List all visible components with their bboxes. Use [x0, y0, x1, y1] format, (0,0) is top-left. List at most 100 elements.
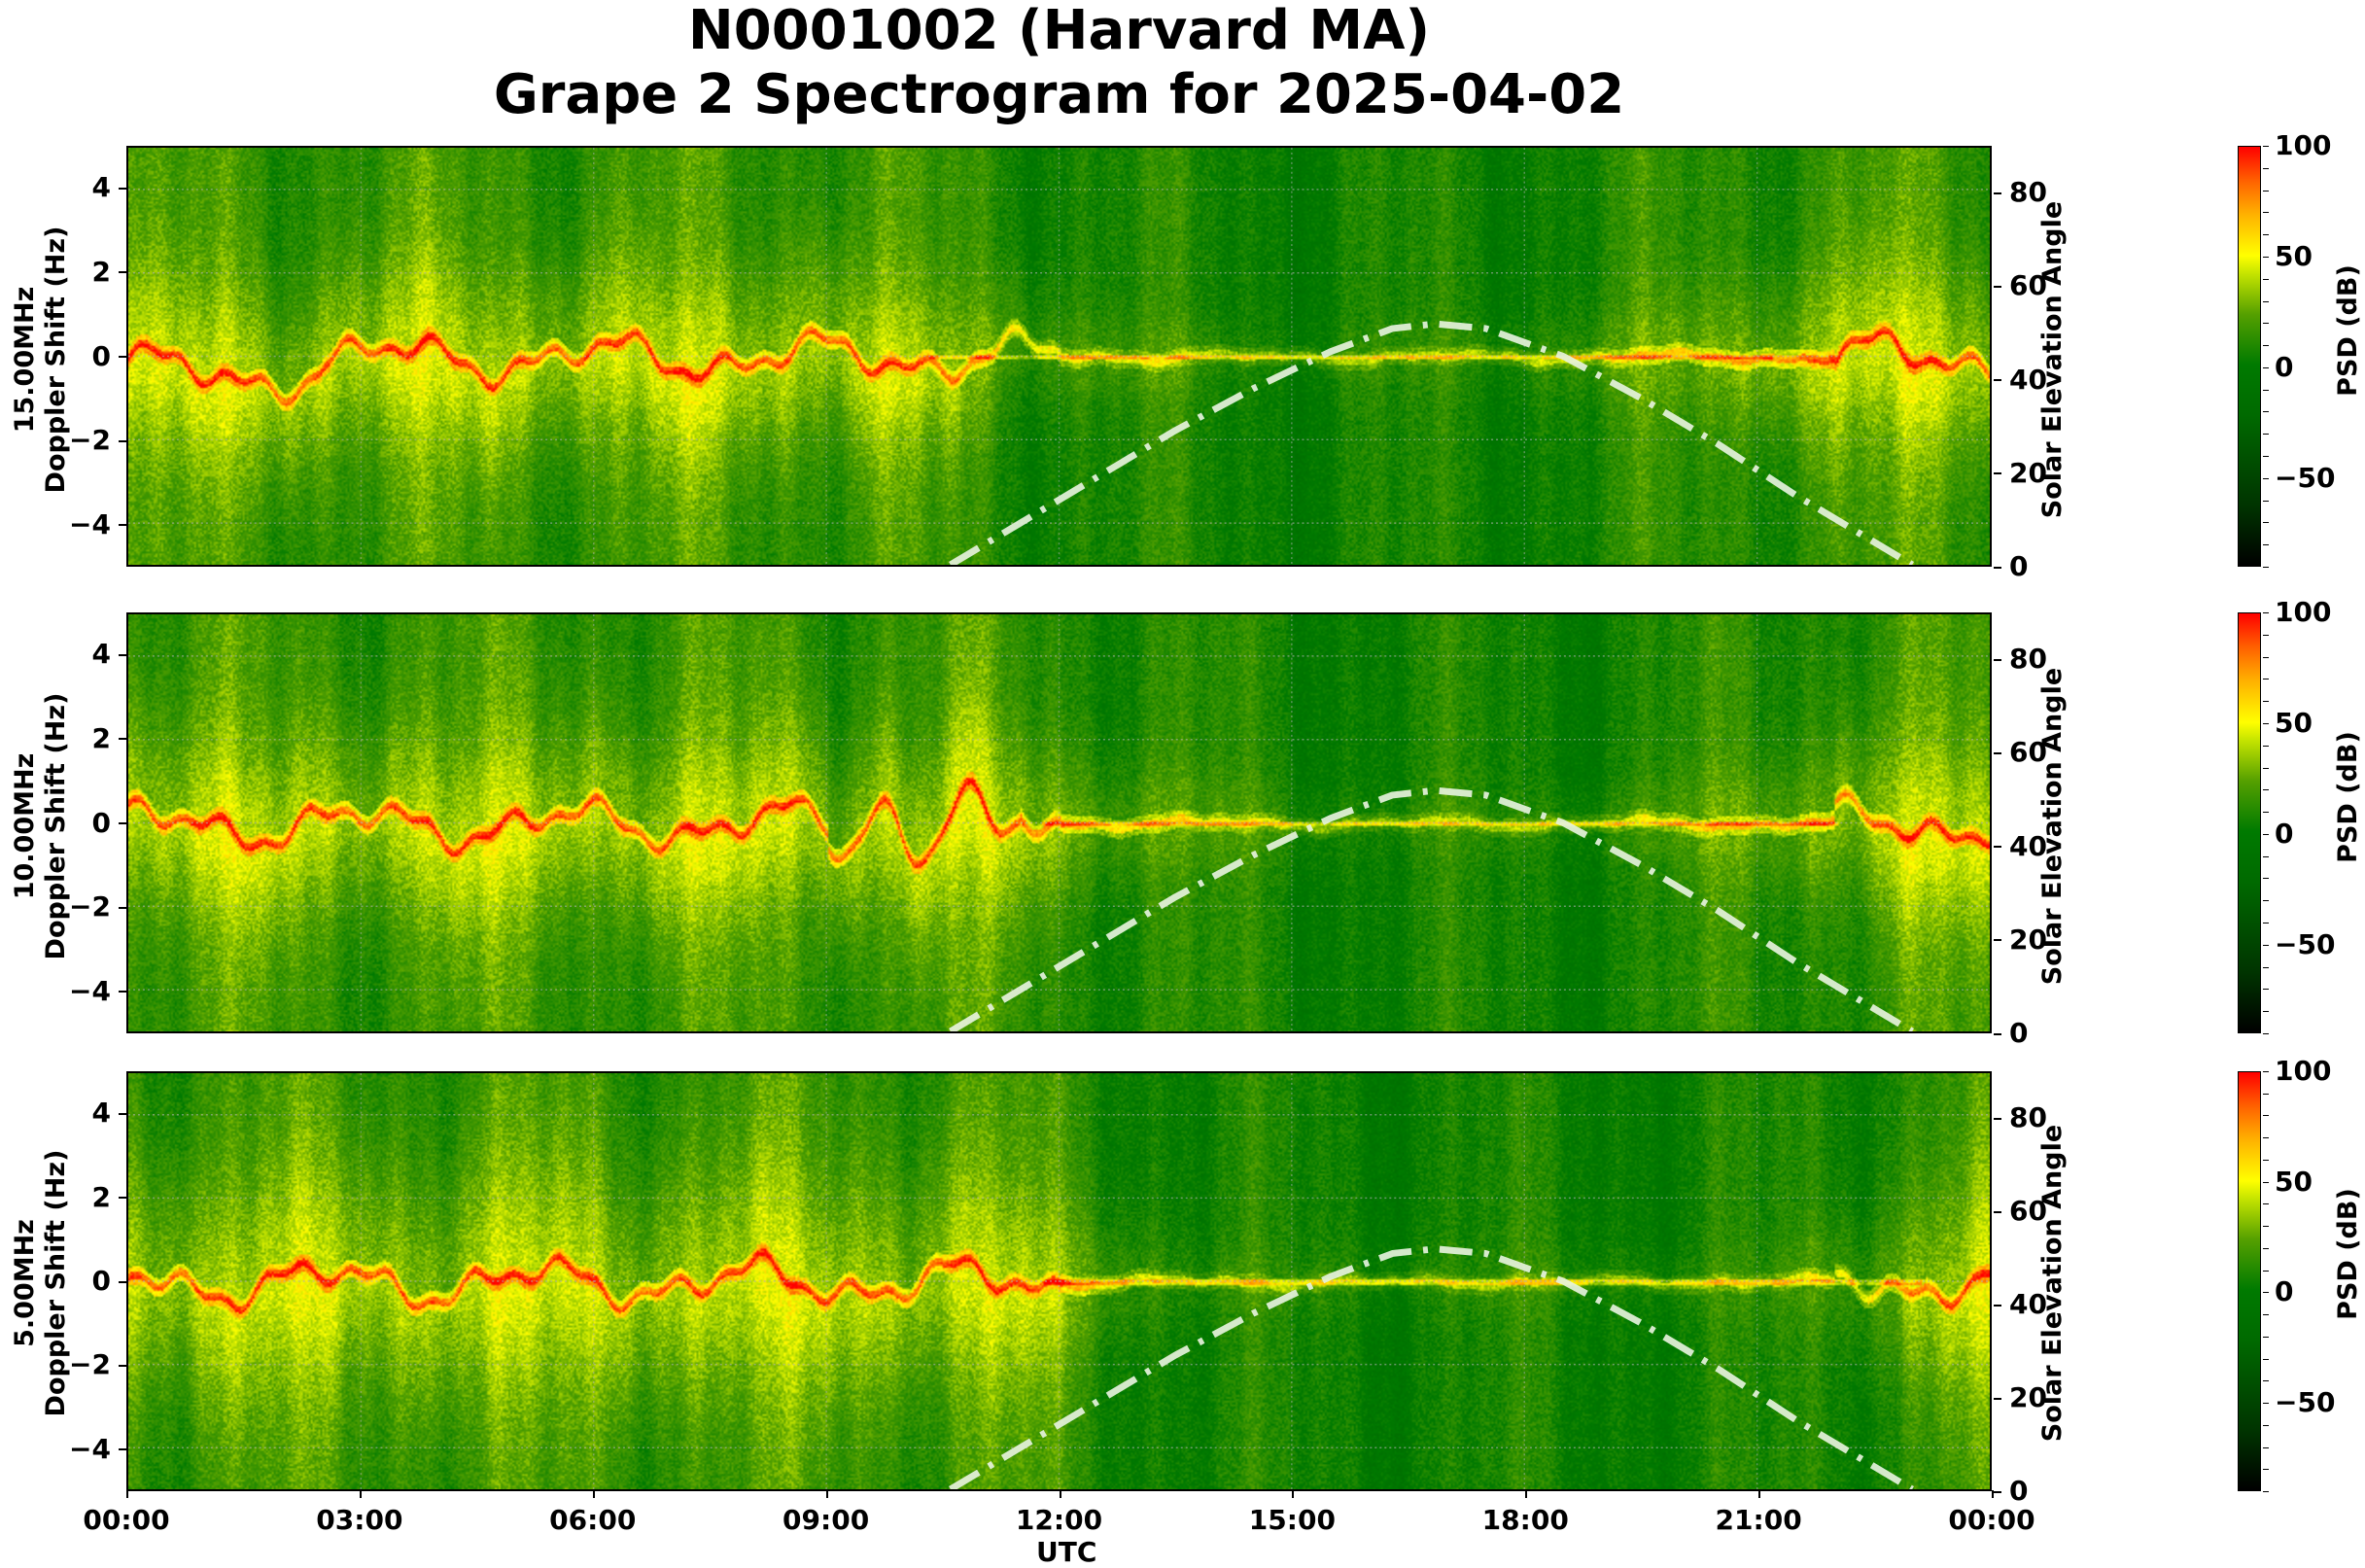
colorbar-minor-tick [2263, 634, 2269, 636]
colorbar-tick-label: 100 [2275, 596, 2332, 628]
y-tick-label: −4 [43, 1433, 126, 1465]
y-tick-label: 4 [43, 171, 126, 203]
colorbar-minor-tick [2263, 1446, 2269, 1448]
colorbar-minor-tick [2263, 944, 2269, 946]
x-tick-mark [592, 1490, 595, 1498]
y-tick-label: 4 [43, 1097, 126, 1129]
panel-10mhz [126, 612, 1992, 1033]
colorbar-minor-tick [2263, 477, 2269, 479]
y-tick-label: 2 [43, 722, 126, 754]
colorbar-minor-tick [2263, 1159, 2269, 1161]
panel-15mhz [126, 146, 1992, 567]
colorbar-minor-tick [2263, 1093, 2269, 1095]
colorbar-minor-tick [2263, 567, 2269, 568]
colorbar-10mhz [2238, 612, 2261, 1033]
colorbar-tick-label: 0 [2275, 350, 2294, 383]
colorbar-minor-tick [2263, 1270, 2269, 1272]
colorbar-15mhz [2238, 146, 2261, 567]
colorbar-minor-tick [2263, 300, 2269, 302]
colorbar-minor-tick [2263, 212, 2269, 214]
colorbar-minor-tick [2263, 701, 2269, 703]
colorbar-minor-tick [2263, 1226, 2269, 1228]
colorbar-minor-tick [2263, 1424, 2269, 1426]
y-tick-label: 0 [43, 807, 126, 839]
colorbar-tick-label: 50 [2275, 706, 2313, 739]
colorbar-minor-tick [2263, 544, 2269, 546]
y2-tick-label: 0 [1993, 550, 2029, 582]
colorbar-minor-tick [2263, 234, 2269, 236]
y-tick-label: 2 [43, 256, 126, 288]
colorbar-tick-label: 100 [2275, 129, 2332, 161]
y-tick-label: 0 [43, 340, 126, 372]
colorbar-minor-tick [2263, 434, 2269, 436]
colorbar-minor-tick [2263, 1491, 2269, 1492]
x-tick-mark [1525, 1490, 1528, 1498]
colorbar-tick-label: 50 [2275, 239, 2313, 272]
colorbar-minor-tick [2263, 1181, 2269, 1183]
colorbar-minor-tick [2263, 1247, 2269, 1249]
colorbar-minor-tick [2263, 1403, 2269, 1405]
colorbar-minor-tick [2263, 1033, 2269, 1034]
colorbar-tick-label: 50 [2275, 1165, 2313, 1198]
x-tick-label: 00:00 [1948, 1504, 2035, 1536]
y-tick-label: −2 [43, 890, 126, 923]
x-tick-label: 00:00 [83, 1504, 170, 1536]
colorbar-minor-tick [2263, 389, 2269, 391]
colorbar-minor-tick [2263, 1314, 2269, 1316]
x-tick-mark [825, 1490, 828, 1498]
colorbar-minor-tick [2263, 256, 2269, 258]
x-tick-label: 15:00 [1248, 1504, 1336, 1536]
colorbar-minor-tick [2263, 612, 2269, 613]
colorbar-minor-tick [2263, 989, 2269, 991]
colorbar-minor-tick [2263, 900, 2269, 902]
y2-tick-label: 80 [1994, 176, 2047, 209]
colorbar-minor-tick [2263, 812, 2269, 814]
spectrogram-plot-5mhz [126, 1071, 1992, 1491]
colorbar-minor-tick [2263, 167, 2269, 169]
colorbar-minor-tick [2263, 522, 2269, 524]
x-tick-mark [359, 1490, 362, 1498]
x-tick-label: 21:00 [1715, 1504, 1802, 1536]
y2-tick-label: 80 [1994, 643, 2047, 676]
colorbar-minor-tick [2263, 878, 2269, 880]
y-tick-label: 4 [43, 638, 126, 670]
colorbar-minor-tick [2263, 789, 2269, 791]
colorbar-minor-tick [2263, 500, 2269, 502]
colorbar-tick-label: −50 [2275, 1386, 2336, 1419]
colorbar-minor-tick [2263, 833, 2269, 835]
x-axis-label: UTC [1036, 1536, 1097, 1568]
colorbar-tick-label: −50 [2275, 461, 2336, 494]
y2-tick-label: 40 [1994, 1288, 2047, 1320]
solar-elevation-curve [128, 614, 1990, 1031]
x-tick-mark [1758, 1490, 1761, 1498]
x-tick-label: 09:00 [783, 1504, 870, 1536]
y-tick-label: −2 [43, 1348, 126, 1380]
colorbar-minor-tick [2263, 1336, 2269, 1338]
colorbar-minor-tick [2263, 323, 2269, 325]
colorbar-minor-tick [2263, 345, 2269, 347]
y2-tick-label: 80 [1994, 1101, 2047, 1133]
x-tick-mark [126, 1490, 128, 1498]
y-tick-label: 2 [43, 1181, 126, 1213]
colorbar-label-10mhz: PSD (dB) [2333, 731, 2363, 863]
colorbar-minor-tick [2263, 745, 2269, 747]
colorbar-minor-tick [2263, 656, 2269, 658]
colorbar-minor-tick [2263, 190, 2269, 192]
y-tick-label: −4 [43, 975, 126, 1007]
colorbar-minor-tick [2263, 1071, 2269, 1072]
y2-tick-label: 40 [1994, 829, 2047, 862]
y-tick-label: −4 [43, 508, 126, 540]
colorbar-minor-tick [2263, 1011, 2269, 1013]
colorbar-tick-label: −50 [2275, 927, 2336, 960]
colorbar-minor-tick [2263, 146, 2269, 147]
x-tick-mark [1292, 1490, 1295, 1498]
y-tick-label: −2 [43, 424, 126, 456]
x-tick-label: 06:00 [549, 1504, 637, 1536]
colorbar-tick-label: 0 [2275, 817, 2294, 850]
colorbar-minor-tick [2263, 1292, 2269, 1294]
y2-tick-label: 60 [1994, 736, 2047, 769]
spectrogram-plot-15mhz [126, 146, 1992, 567]
x-tick-label: 18:00 [1481, 1504, 1569, 1536]
x-tick-label: 03:00 [316, 1504, 403, 1536]
colorbar-label-15mhz: PSD (dB) [2333, 264, 2363, 397]
